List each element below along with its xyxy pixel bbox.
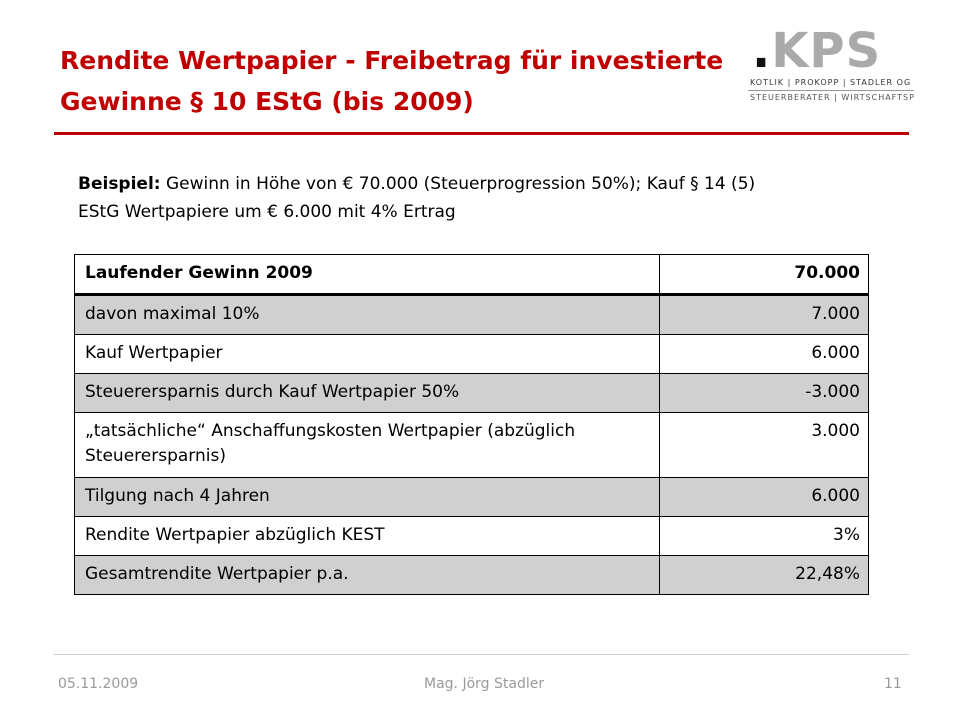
table-row: davon maximal 10% 7.000 [74, 294, 870, 335]
kps-logo-dot: . [752, 28, 772, 79]
table-row-label: Rendite Wertpapier abzüglich KEST [74, 516, 660, 556]
example-text-line-2: EStG Wertpapiere um € 6.000 mit 4% Ertra… [78, 202, 456, 222]
table-row: „tatsächliche“ Anschaffungskosten Wertpa… [74, 412, 870, 478]
kps-logo-letters: KPS [771, 28, 882, 79]
table-header-label: Laufender Gewinn 2009 [74, 254, 660, 296]
footer-page-number: 11 [884, 676, 902, 692]
footer-author: Mag. Jörg Stadler [424, 676, 545, 692]
calculation-table: Laufender Gewinn 2009 70.000 davon maxim… [74, 254, 870, 595]
table-row-label: Kauf Wertpapier [74, 334, 660, 374]
footer-date: 05.11.2009 [58, 676, 139, 692]
table-row-label-line-2: Steuerersparnis) [85, 446, 226, 466]
table-row-label: Steuerersparnis durch Kauf Wertpapier 50… [74, 373, 660, 413]
table-row-value: 3% [658, 516, 870, 556]
slide-title-line-2: Gewinne § 10 EStG (bis 2009) [60, 87, 474, 116]
table-row-label: Tilgung nach 4 Jahren [74, 477, 660, 517]
kps-logo-mark: .KPS [748, 28, 914, 75]
table-row: Tilgung nach 4 Jahren 6.000 [74, 477, 870, 517]
table-row-value: 22,48% [658, 555, 870, 595]
table-row: Steuerersparnis durch Kauf Wertpapier 50… [74, 373, 870, 413]
kps-logo-tagline: STEUERBERATER | WIRTSCHAFTSPRÜFER [748, 90, 914, 104]
table-row-value: 3.000 [658, 412, 870, 478]
table-row-label-line-1: „tatsächliche“ Anschaffungskosten Wertpa… [85, 421, 576, 441]
title-divider [54, 132, 909, 135]
kps-logo: .KPS KOTLIK | PROKOPP | STADLER OG STEUE… [748, 28, 914, 104]
slide-title: Rendite Wertpapier - Freibetrag für inve… [60, 40, 740, 122]
footer-divider [54, 654, 909, 655]
table-row: Kauf Wertpapier 6.000 [74, 334, 870, 374]
table-row-label: „tatsächliche“ Anschaffungskosten Wertpa… [74, 412, 660, 478]
table-row: Rendite Wertpapier abzüglich KEST 3% [74, 516, 870, 556]
example-intro: Beispiel: Gewinn in Höhe von € 70.000 (S… [78, 170, 898, 226]
example-lead: Beispiel: [78, 174, 161, 194]
table-row-value: 6.000 [658, 477, 870, 517]
table-row-label: davon maximal 10% [74, 294, 660, 335]
table-row: Gesamtrendite Wertpapier p.a. 22,48% [74, 555, 870, 595]
kps-logo-partners: KOTLIK | PROKOPP | STADLER OG [750, 78, 912, 87]
table-row-value: -3.000 [658, 373, 870, 413]
table-row-value: 6.000 [658, 334, 870, 374]
table-header-value: 70.000 [658, 254, 870, 296]
table-header-row: Laufender Gewinn 2009 70.000 [74, 254, 870, 296]
example-text-line-1: Gewinn in Höhe von € 70.000 (Steuerprogr… [160, 174, 756, 194]
slide-title-line-1: Rendite Wertpapier - Freibetrag für inve… [60, 46, 724, 75]
table-row-value: 7.000 [658, 294, 870, 335]
table-row-label: Gesamtrendite Wertpapier p.a. [74, 555, 660, 595]
